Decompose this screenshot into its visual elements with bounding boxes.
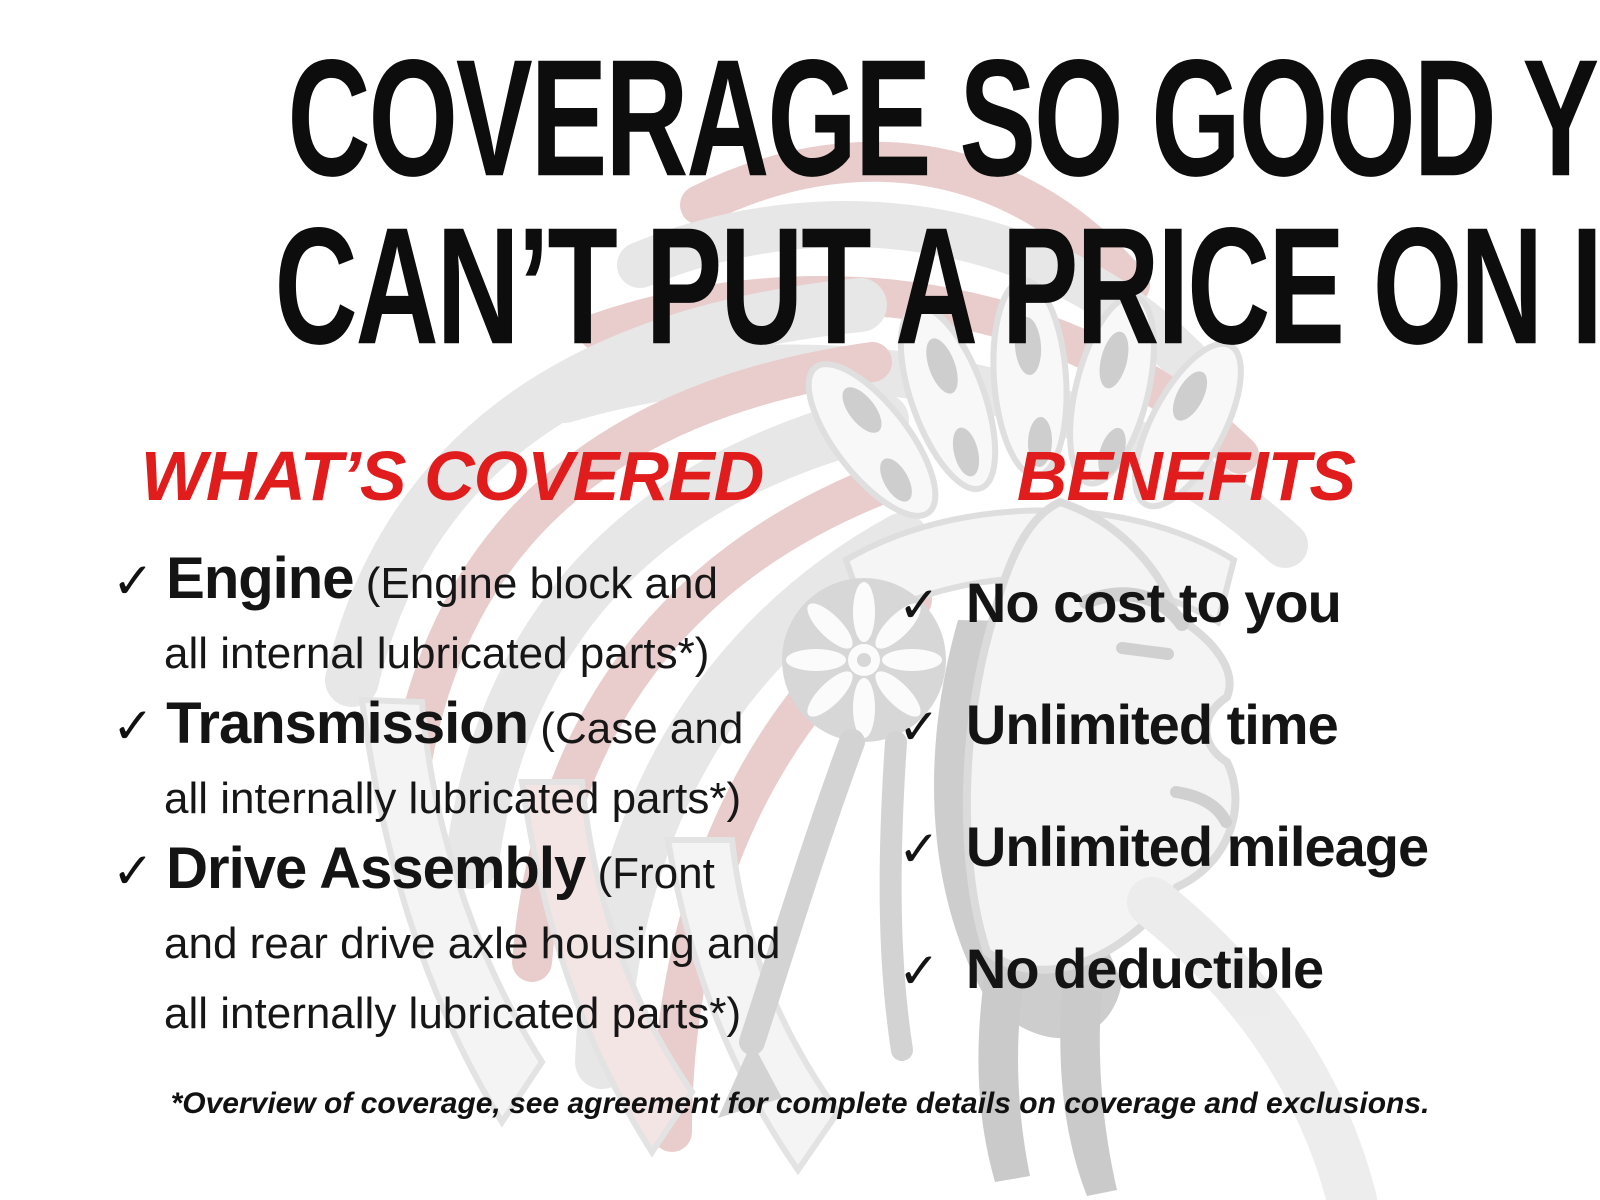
- headline-line-1: COVERAGE SO GOOD YOU: [287, 24, 1600, 211]
- benefit-item-no-deductible: ✓ No deductible: [886, 934, 1486, 1006]
- headline-line-2: CAN’T PUT A PRICE ON IT.: [274, 192, 1600, 379]
- covered-term: Engine: [166, 546, 354, 611]
- checkmark-icon: ✓: [898, 698, 940, 756]
- benefit-label: No cost to you: [965, 571, 1342, 634]
- disclaimer-text: *Overview of coverage, see agreement for…: [170, 1087, 1430, 1120]
- benefits-heading: BENEFITS: [1016, 437, 1356, 515]
- covered-section: WHAT’S COVERED ✓ Engine (Engine block an…: [112, 440, 792, 1049]
- covered-item-drive-assembly: ✓ Drive Assembly (Front and rear drive a…: [112, 834, 792, 1049]
- benefit-item-no-cost: ✓ No cost to you: [886, 568, 1486, 640]
- benefit-item-unlimited-mileage: ✓ Unlimited mileage: [886, 812, 1486, 884]
- covered-detail: and rear drive axle housing and: [164, 919, 781, 968]
- covered-detail: all internally lubricated parts*): [164, 774, 742, 823]
- covered-detail: (Engine block and: [365, 559, 718, 608]
- covered-detail: (Front: [597, 849, 715, 898]
- covered-list: ✓ Engine (Engine block and all internal …: [112, 544, 792, 1049]
- covered-item-transmission: ✓ Transmission (Case and all internally …: [112, 689, 792, 834]
- benefit-label: No deductible: [965, 937, 1324, 1000]
- covered-detail: (Case and: [540, 704, 744, 753]
- checkmark-icon: ✓: [112, 697, 154, 755]
- checkmark-icon: ✓: [898, 942, 940, 1000]
- checkmark-icon: ✓: [898, 820, 940, 878]
- covered-detail: all internally lubricated parts*): [164, 989, 742, 1038]
- benefits-section: BENEFITS ✓ No cost to you ✓ Unlimited ti…: [886, 440, 1486, 1006]
- benefit-label: Unlimited mileage: [965, 815, 1429, 878]
- benefit-label: Unlimited time: [965, 693, 1339, 756]
- covered-term: Transmission: [166, 691, 529, 756]
- benefit-item-unlimited-time: ✓ Unlimited time: [886, 690, 1486, 762]
- covered-term: Drive Assembly: [166, 836, 586, 901]
- checkmark-icon: ✓: [112, 842, 154, 900]
- headline: COVERAGE SO GOOD YOU CAN’T PUT A PRICE O…: [0, 24, 1600, 379]
- covered-heading: WHAT’S COVERED: [140, 437, 765, 515]
- checkmark-icon: ✓: [112, 552, 154, 610]
- covered-detail: all internal lubricated parts*): [164, 629, 710, 678]
- checkmark-icon: ✓: [898, 576, 940, 634]
- covered-item-engine: ✓ Engine (Engine block and all internal …: [112, 544, 792, 689]
- benefits-list: ✓ No cost to you ✓ Unlimited time ✓ Unli…: [886, 568, 1486, 1006]
